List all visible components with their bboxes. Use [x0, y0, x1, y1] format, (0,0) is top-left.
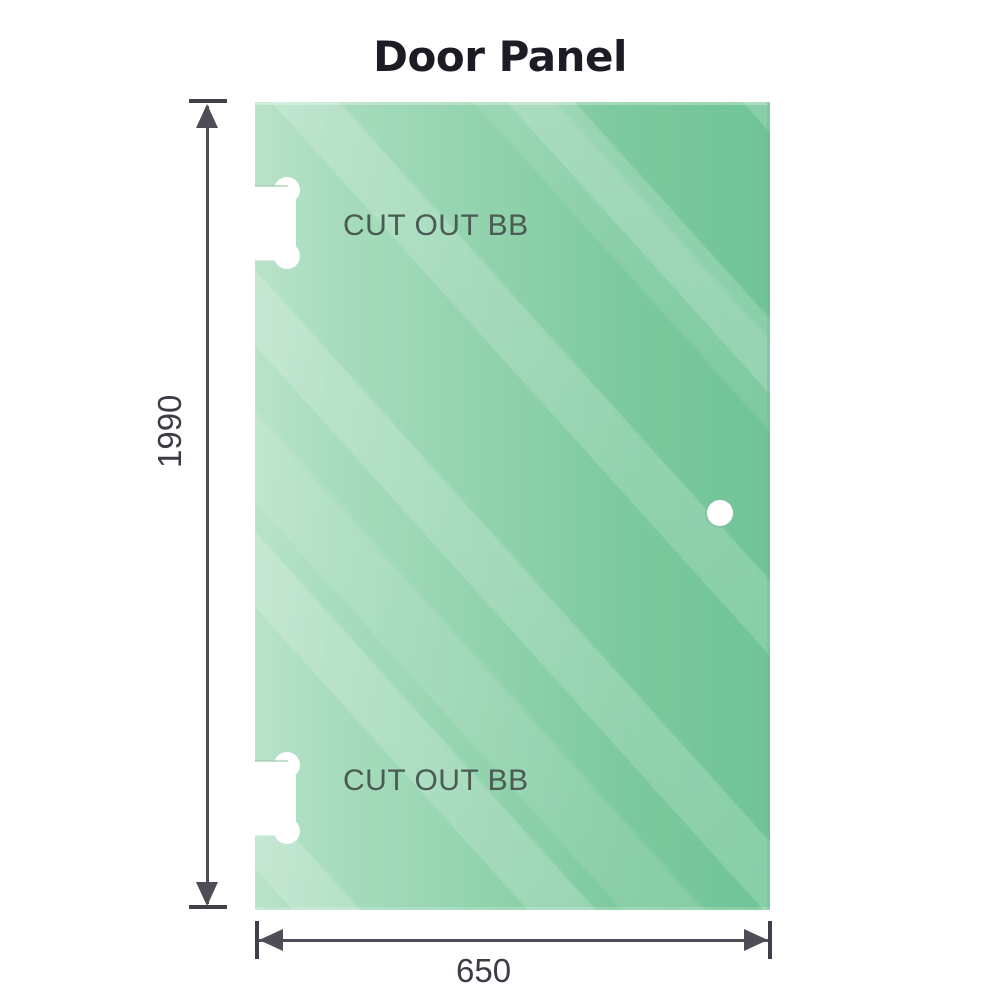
height-extension-tick-top [189, 99, 227, 103]
width-arrow-left-icon [259, 929, 283, 951]
cutout-shade-bottom [255, 259, 288, 261]
cutout-bb-bottom [255, 752, 300, 844]
panel-edge-bottom [255, 907, 770, 910]
page-title: Door Panel [373, 32, 627, 81]
panel-edge-right [767, 102, 770, 910]
height-arrow-down-icon [196, 882, 218, 906]
handle-hole [707, 500, 733, 526]
height-dimension-line [206, 106, 209, 904]
cutout-lobe-top [274, 752, 300, 778]
width-arrow-right-icon [744, 929, 768, 951]
cutout-shade-top [255, 185, 288, 187]
cutout-label-top: CUT OUT BB [343, 209, 529, 242]
cutout-shade-bottom [255, 834, 288, 836]
panel-edge-top [255, 102, 770, 105]
width-extension-tick-left [255, 921, 259, 959]
cutout-lobe-bottom [274, 818, 300, 844]
height-extension-tick-bottom [189, 905, 227, 909]
cutout-shade-top [255, 760, 288, 762]
width-dimension-value: 650 [456, 952, 512, 989]
width-extension-tick-right [768, 921, 772, 959]
width-dimension-line [258, 939, 770, 942]
height-dimension-value: 1990 [151, 394, 188, 468]
cutout-bb-top [255, 177, 300, 269]
cutout-label-bottom: CUT OUT BB [343, 764, 529, 797]
height-arrow-up-icon [196, 104, 218, 128]
door-panel: CUT OUT BB CUT OUT BB [255, 102, 770, 910]
cutout-lobe-bottom [274, 243, 300, 269]
cutout-lobe-top [274, 177, 300, 203]
